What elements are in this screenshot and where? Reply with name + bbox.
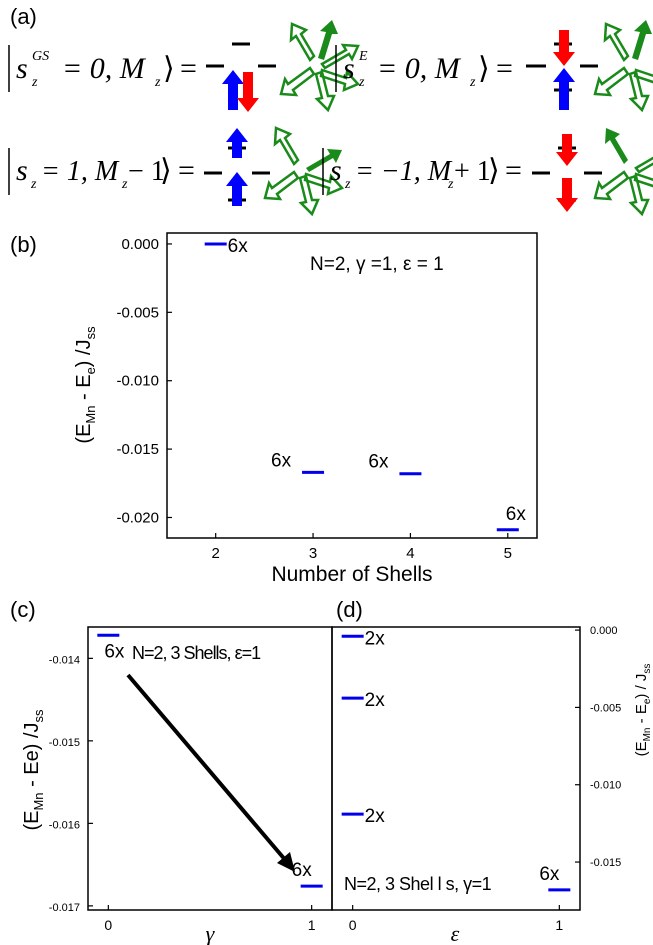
state-3-sub: z <box>30 177 37 192</box>
panel-c-label: (c) <box>10 597 36 622</box>
panel-d-label: (d) <box>336 597 363 622</box>
ytick-label: -0.016 <box>49 819 80 831</box>
state-3-ket: ⟩ <box>160 154 172 187</box>
data-label: 2x <box>365 806 386 827</box>
mn-spin-icon <box>263 126 345 217</box>
xtick-label: 1 <box>555 917 563 933</box>
ytick-label: -0.005 <box>590 702 621 714</box>
state-2-tail-sub: z <box>469 75 476 90</box>
ytick-label: -0.015 <box>116 441 159 458</box>
data-label: 6x <box>228 236 249 257</box>
state-1-tail: = 0, M <box>62 52 147 85</box>
state-4-sub: z <box>344 177 351 192</box>
xtick-label: 1 <box>308 917 316 933</box>
chart-d-ylabel: (EMn - Ee) / Jss <box>633 664 653 757</box>
xtick-label: 5 <box>504 545 512 562</box>
spin-down-arrow-icon <box>237 72 259 112</box>
ytick-label: 0.000 <box>121 236 159 253</box>
chart-c-annotation: N=2, 3 Shells, ε=1 <box>132 643 261 663</box>
state-2-tail: = 0, M <box>377 52 462 85</box>
xtick-label: 0 <box>104 917 112 933</box>
state-1-sup: GS <box>32 49 49 64</box>
state-4-equals: = <box>505 154 522 187</box>
state-4-ket: ⟩ <box>488 154 500 187</box>
chart-b-annotation: N=2, γ =1, ε = 1 <box>310 254 444 275</box>
panel-a-label: (a) <box>10 4 37 29</box>
state-ground: s GS z = 0, M z ⟩ = <box>8 20 361 113</box>
chart-b: (b) 0.000 -0.005 -0.010 -0.015 -0.020 2 3 4 5 6… <box>10 232 538 586</box>
chart-c: (c) -0.014 -0.015 -0.016 -0.017 0 1 6x 6x N=2… <box>10 597 333 945</box>
data-label: 6x <box>271 450 292 471</box>
chart-b-xlabel: Number of Shells <box>271 563 432 586</box>
state-1-s: s <box>16 52 28 85</box>
state-2-s: s <box>343 52 355 85</box>
data-label: 6x <box>292 860 313 881</box>
chart-d-annotation: N=2, 3 Shel l s, γ=1 <box>344 874 492 894</box>
xtick-label: 2 <box>212 545 220 562</box>
spin-down-arrow-icon <box>556 134 578 166</box>
state-3-s: s <box>16 154 28 187</box>
chart-c-xlabel: γ <box>206 921 216 945</box>
chart-c-ylabel: (EMn - Ee) /Jss <box>21 709 46 831</box>
state-2-equals: = <box>496 52 513 85</box>
spin-down-arrow-icon <box>556 178 578 212</box>
state-3-end: − 1 <box>128 156 165 187</box>
data-label: 6x <box>506 504 527 525</box>
data-label: 6x <box>104 641 125 662</box>
state-1-sub: z <box>31 75 38 90</box>
state-4-tail: = −1, M <box>355 156 453 187</box>
mn-spin-icon <box>593 128 653 217</box>
state-1-equals: = <box>180 52 197 85</box>
mn-spin-icon <box>593 20 653 113</box>
state-4-end: + 1 <box>454 156 491 187</box>
xtick-label: 3 <box>309 545 317 562</box>
xtick-label: 0 <box>349 917 357 933</box>
data-label: 6x <box>368 452 389 473</box>
state-2-sub: z <box>358 75 365 90</box>
state-excited: s E z = 0, M z ⟩ = <box>335 20 653 113</box>
spin-up-arrow-icon <box>226 172 248 206</box>
spin-up-arrow-icon <box>222 70 244 110</box>
ytick-label: -0.010 <box>116 373 159 390</box>
state-sz-minus: s z = −1, M z + 1 ⟩ = <box>322 128 653 217</box>
spin-up-arrow-icon <box>226 128 248 158</box>
state-3-tail: = 1, M <box>41 156 120 187</box>
data-label: 6x <box>539 864 560 885</box>
xtick-label: 4 <box>406 545 414 562</box>
spin-up-arrow-icon <box>553 68 575 110</box>
state-3-tail-sub: z <box>121 177 128 192</box>
ytick-label: -0.015 <box>590 857 621 869</box>
state-2-sup: E <box>358 49 368 64</box>
ytick-label: -0.015 <box>49 737 80 749</box>
spin-down-arrow-icon <box>553 30 575 66</box>
state-4-tail-sub: z <box>447 177 454 192</box>
chart-b-frame <box>166 232 538 539</box>
state-1-ket: ⟩ <box>163 52 175 85</box>
state-3-equals: = <box>178 154 195 187</box>
data-label: 2x <box>365 690 386 711</box>
ytick-label: 0.000 <box>590 625 618 637</box>
chart-d-xlabel: ε <box>451 921 460 945</box>
state-sz-plus: s z = 1, M z − 1 ⟩ = <box>8 126 345 217</box>
state-2-ket: ⟩ <box>478 52 490 85</box>
ytick-label: -0.010 <box>590 780 621 792</box>
ytick-label: -0.014 <box>49 654 80 666</box>
trend-arrowhead-icon <box>277 852 295 872</box>
panel-b-label: (b) <box>10 232 37 257</box>
mn-spin-icon <box>279 20 361 113</box>
state-1-tail-sub: z <box>154 75 161 90</box>
trend-arrow-line <box>126 673 289 864</box>
chart-d-frame <box>331 626 581 911</box>
ytick-label: -0.020 <box>116 509 159 526</box>
data-label: 2x <box>365 628 386 649</box>
ytick-label: -0.005 <box>116 304 159 321</box>
ytick-label: -0.017 <box>49 902 80 914</box>
chart-b-ylabel: (EMn - Ee) /Jss <box>73 326 98 444</box>
state-4-s: s <box>330 154 342 187</box>
